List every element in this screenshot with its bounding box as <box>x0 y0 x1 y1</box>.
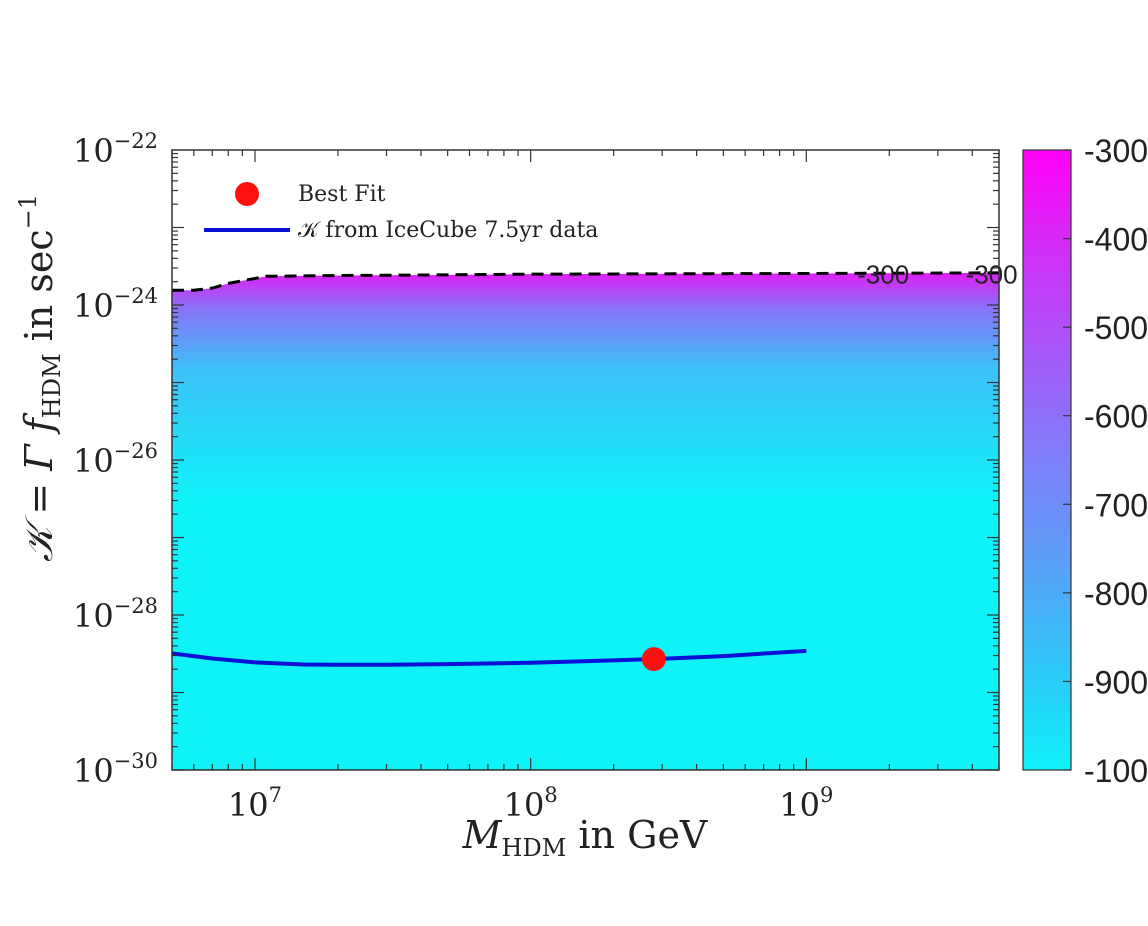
y-tick-label-4: 10−30 <box>73 749 158 790</box>
colorbar-tick-label-1: -400 <box>1084 222 1148 258</box>
y-tick-label-1: 10−24 <box>73 284 158 325</box>
best-fit-point <box>641 647 666 672</box>
colorbar-tick-label-4: -700 <box>1084 487 1148 523</box>
contour-label-0: -300 <box>857 259 909 289</box>
y-tick-label-2: 10−26 <box>73 439 158 480</box>
y-axis-label: 𝒦 = Γ fHDM in sec−1 <box>14 194 66 562</box>
colorbar-tick-label-6: -900 <box>1084 664 1148 700</box>
x-axis-label: MHDM in GeV <box>462 813 708 862</box>
x-tick-label-1: 108 <box>504 783 558 824</box>
colorbar-ticks: -300 -400 -500 -600 -700 -800 -900 -1000 <box>1063 133 1148 789</box>
contour-label-1: -300 <box>966 259 1018 289</box>
axes-frame <box>171 149 1000 771</box>
legend-label-best-fit: Best Fit <box>298 182 386 207</box>
colorbar: -300 -400 -500 -600 -700 -800 -900 -1000 <box>1022 133 1148 789</box>
legend: Best Fit 𝒦 from IceCube 7.5yr data <box>204 182 598 243</box>
y-tick-labels: 10−22 10−24 10−26 10−28 10−30 <box>73 129 158 790</box>
axis-ticks <box>171 150 1000 771</box>
y-tick-label-0: 10−22 <box>73 129 158 170</box>
colorbar-tick-label-2: -500 <box>1084 310 1148 346</box>
colorbar-scale <box>1022 149 1072 771</box>
colorbar-tick-label-3: -600 <box>1084 399 1148 435</box>
y-tick-label-3: 10−28 <box>73 594 158 635</box>
x-tick-labels: 107 108 109 <box>228 783 833 824</box>
colorbar-tick-label-7: -1000 <box>1084 753 1148 789</box>
colorbar-tick-label-5: -800 <box>1084 576 1148 612</box>
x-tick-label-2: 109 <box>779 783 833 824</box>
contour-line-minus-300 <box>172 271 999 292</box>
legend-marker-best-fit <box>235 182 259 206</box>
heatmap-region <box>172 272 999 770</box>
contour-labels: -300 -300 <box>857 259 1017 289</box>
legend-label-icecube: 𝒦 from IceCube 7.5yr data <box>298 218 598 243</box>
x-tick-label-0: 107 <box>228 783 282 824</box>
colorbar-tick-label-0: -300 <box>1084 133 1148 169</box>
